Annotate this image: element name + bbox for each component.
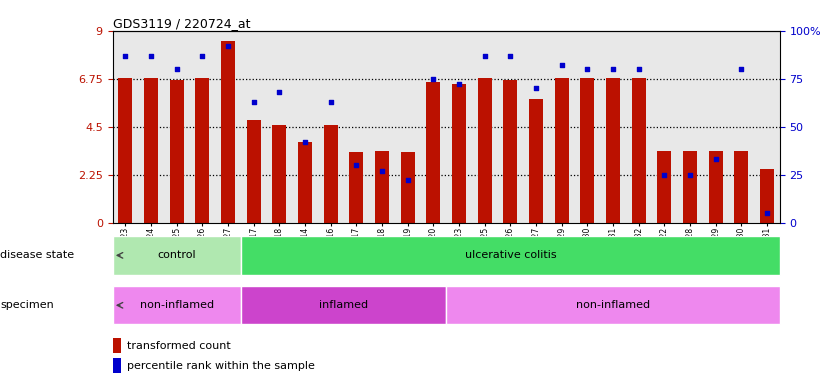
Text: specimen: specimen — [0, 300, 53, 310]
Point — [478, 53, 491, 59]
Bar — [241, 236, 780, 275]
Text: control: control — [158, 250, 196, 260]
Bar — [118, 78, 133, 223]
Text: disease state: disease state — [0, 250, 74, 260]
Point — [196, 53, 209, 59]
Bar — [113, 358, 121, 373]
Bar — [709, 151, 723, 223]
Point — [735, 66, 748, 72]
Bar — [446, 286, 780, 324]
Bar — [734, 151, 748, 223]
Bar — [606, 78, 620, 223]
Bar — [349, 152, 364, 223]
Bar — [247, 120, 261, 223]
Point — [170, 66, 183, 72]
Point — [452, 81, 465, 88]
Bar — [113, 286, 241, 324]
Bar — [657, 151, 671, 223]
Point — [427, 76, 440, 82]
Point — [299, 139, 312, 145]
Bar — [503, 80, 517, 223]
Bar — [631, 78, 646, 223]
Bar — [555, 78, 569, 223]
Point — [555, 62, 568, 68]
Point — [144, 53, 158, 59]
Point — [247, 99, 260, 105]
Bar — [169, 80, 183, 223]
Point — [504, 53, 517, 59]
Bar — [113, 338, 121, 353]
Bar — [195, 78, 209, 223]
Point — [683, 172, 696, 178]
Text: percentile rank within the sample: percentile rank within the sample — [128, 361, 315, 371]
Bar — [478, 78, 492, 223]
Text: non-inflamed: non-inflamed — [139, 300, 214, 310]
Bar — [426, 82, 440, 223]
Bar — [273, 124, 286, 223]
Point — [580, 66, 594, 72]
Bar — [113, 236, 241, 275]
Bar — [324, 124, 338, 223]
Text: inflamed: inflamed — [319, 300, 368, 310]
Bar — [298, 142, 312, 223]
Bar — [683, 151, 697, 223]
Point — [221, 43, 234, 49]
Point — [632, 66, 646, 72]
Bar — [760, 169, 774, 223]
Bar — [144, 78, 158, 223]
Point — [349, 162, 363, 168]
Point — [324, 99, 338, 105]
Point — [530, 85, 543, 91]
Point — [761, 210, 774, 216]
Bar — [452, 84, 466, 223]
Point — [401, 177, 414, 184]
Bar — [241, 286, 446, 324]
Point — [118, 53, 132, 59]
Text: GDS3119 / 220724_at: GDS3119 / 220724_at — [113, 17, 250, 30]
Bar — [529, 99, 543, 223]
Point — [709, 156, 722, 162]
Bar — [375, 151, 389, 223]
Point — [658, 172, 671, 178]
Point — [375, 168, 389, 174]
Point — [606, 66, 620, 72]
Bar — [221, 41, 235, 223]
Text: ulcerative colitis: ulcerative colitis — [465, 250, 556, 260]
Bar — [580, 78, 595, 223]
Text: transformed count: transformed count — [128, 341, 231, 351]
Bar — [400, 152, 414, 223]
Text: non-inflamed: non-inflamed — [576, 300, 650, 310]
Point — [273, 89, 286, 95]
